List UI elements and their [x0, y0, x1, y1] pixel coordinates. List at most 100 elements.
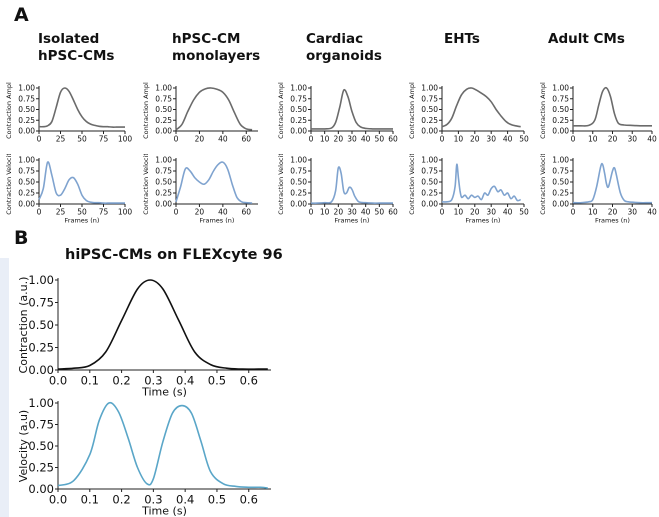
x-tick-label: 30 — [627, 208, 637, 217]
x-tick-label: 0 — [37, 135, 42, 144]
y-tick-label: 0.50 — [155, 105, 172, 114]
title-adult-cms: Adult CMs — [548, 31, 625, 47]
y-tick-label: 0.75 — [155, 167, 172, 176]
y-tick-label: 1.00 — [155, 156, 172, 165]
y-tick-label: 0.00 — [421, 200, 438, 209]
chart-flexcyte-velocity: 0.00 0.25 0.50 0.75 1.00 0.0 0.1 0.2 0.3 0.4 0.5 0.… — [17, 396, 271, 517]
x-tick-label: 50 — [519, 208, 529, 217]
x-tick-label: 10 — [320, 135, 330, 144]
y-tick-label: 0.00 — [18, 200, 35, 209]
x-tick-label: 60 — [242, 208, 252, 217]
chart-ehts-velocity: 0.00 0.25 0.50 0.75 1.00 0 10 20 30 40 50 Frames (n… — [408, 154, 529, 225]
y-tick-label: 1.00 — [290, 156, 307, 165]
x-tick-label: 30 — [486, 208, 496, 217]
x-tick-label: 20 — [470, 208, 480, 217]
y-tick-label: 0.50 — [28, 318, 54, 332]
x-tick-label: 75 — [99, 208, 109, 217]
chart-monolayers-velocity: 0.00 0.25 0.50 0.75 1.00 0 20 40 60 Frames (n) Con… — [142, 154, 258, 225]
y-tick-label: 0.75 — [290, 167, 307, 176]
series-line — [175, 87, 253, 131]
y-tick-label: 0.25 — [18, 116, 35, 125]
y-tick-label: 0.75 — [421, 94, 438, 103]
x-tick-label: 20 — [608, 135, 618, 144]
y-tick-label: 0.25 — [552, 189, 569, 198]
y-tick-label: 1.00 — [18, 156, 35, 165]
y-tick-label: 0.25 — [290, 189, 307, 198]
y-tick-label: 0.00 — [28, 363, 54, 377]
x-tick-label: 0.6 — [240, 374, 258, 388]
y-tick-label: 1.00 — [28, 273, 54, 287]
x-tick-label: 0.3 — [144, 493, 162, 507]
y-axis-label: Contraction Velocity — [5, 154, 13, 215]
x-tick-label: 20 — [608, 208, 618, 217]
title-isolated-hpsc-cms: Isolated hPSC-CMs — [38, 31, 115, 64]
y-axis-label: Contraction Ampl. — [277, 82, 285, 139]
x-tick-label: 0 — [309, 208, 314, 217]
side-strip — [0, 258, 9, 517]
y-tick-label: 0.50 — [421, 178, 438, 187]
y-tick-label: 0.75 — [552, 94, 569, 103]
y-tick-label: 0.50 — [290, 178, 307, 187]
chart-organoids-contraction: 0.00 0.25 0.50 0.751.00 0 10 20 30 40 50 60 Contrac… — [277, 82, 398, 144]
title-hpsc-cm-monolayers: hPSC-CM monolayers — [172, 31, 261, 64]
x-tick-label: 60 — [388, 135, 398, 144]
x-tick-label: 60 — [242, 135, 252, 144]
y-tick-label: 0.25 — [421, 116, 438, 125]
x-tick-label: 50 — [519, 135, 529, 144]
x-tick-label: 100 — [118, 208, 132, 217]
x-tick-label: 40 — [361, 135, 371, 144]
x-tick-label: 0 — [37, 208, 42, 217]
y-axis-label: Contraction Velocity — [539, 154, 547, 215]
series-line — [441, 87, 521, 128]
y-tick-label: 0.50 — [18, 105, 35, 114]
x-tick-label: 0.2 — [112, 493, 130, 507]
x-tick-label: 40 — [218, 135, 228, 144]
x-tick-label: 25 — [56, 135, 66, 144]
y-tick-label: 0.25 — [28, 341, 54, 355]
title-cardiac-organoids: Cardiac organoids — [306, 31, 382, 64]
x-tick-label: 100 — [118, 135, 132, 144]
x-tick-label: 0 — [571, 208, 576, 217]
series-line — [38, 161, 125, 204]
y-tick-label: 0.75 — [18, 94, 35, 103]
x-tick-label: 20 — [334, 208, 344, 217]
x-tick-label: 50 — [77, 208, 87, 217]
x-axis-label: Frames (n) — [65, 217, 100, 225]
chart-ehts-contraction: 0.00 0.25 0.50 0.751.00 0 10 20 30 40 50 Contracti… — [408, 82, 529, 144]
title-ehts: EHTs — [444, 31, 480, 47]
y-tick-label: 1.00 — [28, 396, 54, 410]
x-tick-label: 10 — [454, 135, 464, 144]
series-line — [572, 86, 652, 127]
y-tick-label: 0.00 — [552, 200, 569, 209]
chart-adult-velocity: 0.00 0.25 0.50 0.75 1.00 0 10 20 30 40 Frames (n) C… — [539, 154, 657, 225]
x-axis-label: Frames (n) — [335, 217, 370, 225]
x-tick-label: 40 — [503, 208, 513, 217]
x-tick-label: 10 — [588, 208, 598, 217]
x-tick-label: 50 — [375, 208, 385, 217]
x-tick-label: 0.5 — [208, 493, 226, 507]
x-tick-label: 50 — [375, 135, 385, 144]
x-tick-label: 0 — [174, 135, 179, 144]
y-tick-label: 0.50 — [552, 178, 569, 187]
x-tick-label: 0 — [309, 135, 314, 144]
y-tick-label: 0.50 — [28, 439, 54, 453]
x-tick-label: 40 — [647, 208, 657, 217]
x-axis-label: Frames (n) — [595, 217, 630, 225]
x-tick-label: 10 — [454, 208, 464, 217]
x-tick-label: 0.4 — [176, 374, 194, 388]
x-tick-label: 40 — [218, 208, 228, 217]
y-tick-label: 0.00 — [290, 200, 307, 209]
y-tick-label: 0.25 — [290, 116, 307, 125]
x-axis-label: Frames (n) — [200, 217, 235, 225]
y-axis-label: Contraction Ampl. — [5, 82, 13, 139]
x-tick-label: 0 — [440, 135, 445, 144]
x-tick-label: 60 — [388, 208, 398, 217]
series-line — [38, 87, 125, 128]
x-tick-label: 40 — [503, 135, 513, 144]
x-axis-label: Time (s) — [141, 505, 187, 517]
x-tick-label: 0.1 — [81, 374, 99, 388]
x-tick-label: 20 — [334, 135, 344, 144]
y-tick-label: 0.50 — [552, 105, 569, 114]
y-tick-label: 0.75 — [552, 167, 569, 176]
x-tick-label: 0 — [174, 208, 179, 217]
